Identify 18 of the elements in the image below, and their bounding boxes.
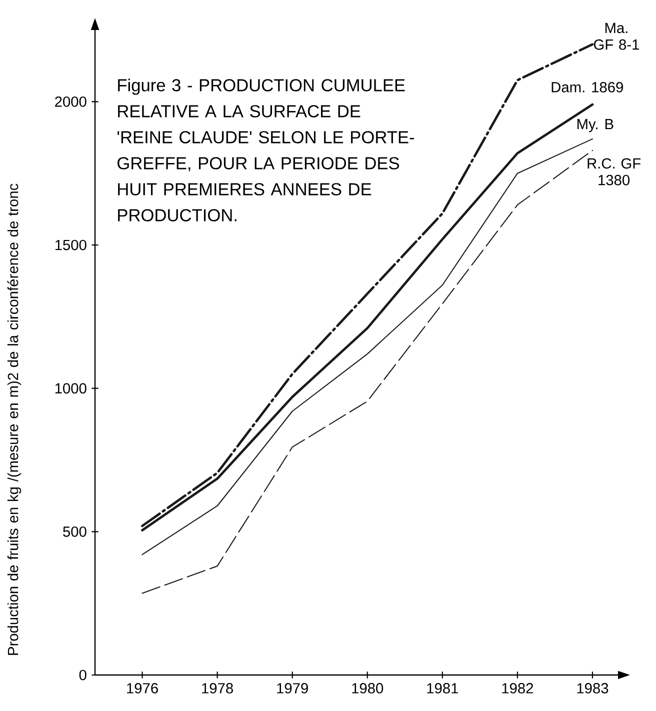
x-tick-label: 1979 <box>277 683 308 694</box>
x-tick-label: 1983 <box>577 683 608 694</box>
series-label: My. B <box>577 119 614 132</box>
y-tick-label: 500 <box>63 526 86 537</box>
series-label: Ma. GF 8-1 <box>594 22 639 50</box>
y-tick-label: 2000 <box>55 96 86 107</box>
x-tick-label: 1976 <box>127 683 158 694</box>
text: Figure 3 - PRODUCTION CUMULEE RELATIVE A LA SURFACE DE 'REINE CLAUDE' SELON LE PORTE-GREFFE, POUR LA PERIODE DES HUIT PREMIERES ANNEES DE PRODUCTION. <box>118 78 414 222</box>
y-tick-label: 1000 <box>55 383 86 394</box>
x-tick-label: 1980 <box>352 683 384 694</box>
y-axis-title: Production de fruits en kg /(mesure en m)2 de la circonférence de tronc <box>7 184 22 655</box>
x-tick-label: 1978 <box>202 683 233 694</box>
y-tick-label: 1500 <box>55 240 86 250</box>
x-tick-label: 1982 <box>502 683 534 694</box>
series-label: R.C. GF 1380 <box>588 158 641 186</box>
series-label: Dam. 1869 <box>552 82 623 92</box>
y-tick-label: 0 <box>79 670 86 680</box>
x-tick-label: 1981 <box>427 683 458 694</box>
